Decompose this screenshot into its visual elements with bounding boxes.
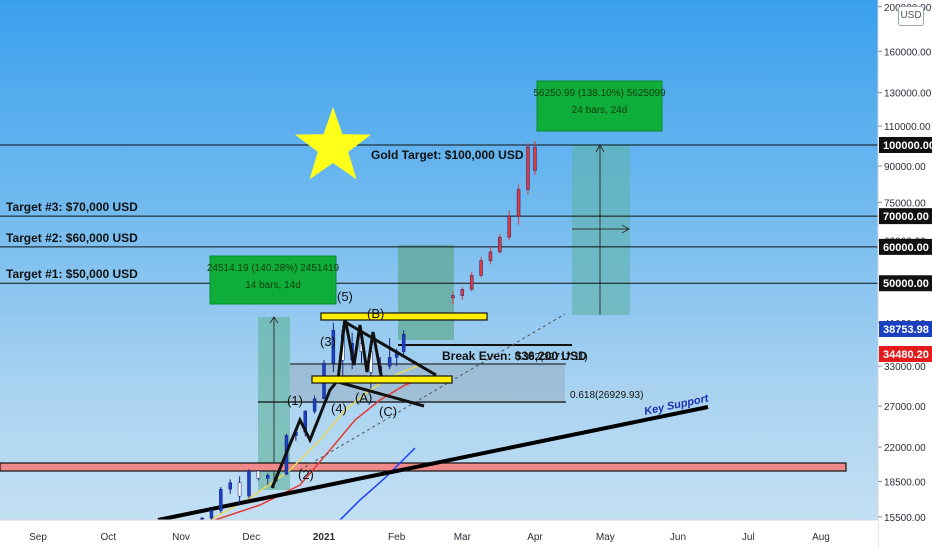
- measure-badge-2-line1: 56250.99 (138.10%) 5625099: [533, 88, 666, 99]
- time-tick-label: 2021: [313, 532, 336, 543]
- measure-badge-2-line2: 24 bars, 24d: [572, 105, 628, 116]
- wedge-bottom: [337, 380, 425, 408]
- price-badge: [879, 275, 932, 292]
- wave-label: (5): [337, 289, 353, 304]
- candle: [507, 215, 511, 238]
- target-label-1: Target #3: $70,000 USD: [6, 200, 138, 214]
- currency-toggle-button[interactable]: USD: [898, 6, 924, 26]
- target-label-3: Target #1: $50,000 USD: [6, 267, 138, 281]
- price-axis-panel: [878, 0, 932, 550]
- key-support-line: [157, 405, 709, 520]
- wave-label: (4): [331, 401, 347, 416]
- candle: [479, 260, 483, 276]
- time-tick-label: Dec: [242, 532, 260, 543]
- measure-arrowhead-1: [269, 316, 279, 324]
- measure-badge-1-line2: 14 bars, 14d: [245, 280, 301, 291]
- candle: [200, 517, 204, 520]
- fib-382-label: 0.382(32717.11): [515, 352, 588, 363]
- price-badge: [879, 321, 932, 337]
- measure-badge-1: 24514.19 (140.28%) 2451419 14 bars, 14d: [207, 255, 340, 305]
- price-tick-label: 33000.00: [884, 362, 926, 373]
- time-tick-label: Jul: [742, 532, 755, 543]
- price-tick-label: 27000.00: [884, 402, 926, 413]
- candle: [312, 398, 317, 412]
- break-even-label: Break Even: $36,200 USD: [442, 349, 587, 363]
- time-tick-label: Jun: [670, 532, 686, 543]
- measure-badge-2-bg: [536, 80, 663, 132]
- target-label-2: Target #2: $60,000 USD: [6, 231, 138, 245]
- price-badge: [879, 346, 932, 362]
- candle: [387, 357, 392, 367]
- candle: [247, 470, 251, 497]
- price-badge-label: 60000.00: [883, 242, 929, 254]
- candle: [533, 146, 537, 171]
- candle: [237, 482, 242, 497]
- price-tick-label: 18500.00: [884, 478, 926, 489]
- price-tick-label: 110000.00: [884, 122, 931, 133]
- ma-red: [214, 375, 431, 520]
- star-icon: [295, 107, 371, 180]
- candle: [219, 488, 223, 511]
- price-tick-label: 130000.00: [884, 89, 932, 100]
- time-axis-panel: [0, 520, 878, 550]
- measure-hline-arrowhead: [621, 224, 631, 234]
- gold-target-label: Gold Target: $100,000 USD: [371, 148, 524, 162]
- price-badge: [879, 137, 932, 153]
- price-tick-label: 15500.00: [884, 513, 926, 524]
- fib-618-label: 0.618(26929.93): [570, 390, 643, 401]
- resistance-bar: [320, 312, 488, 321]
- candle: [401, 334, 406, 352]
- price-badge-label: 38753.98: [883, 324, 929, 336]
- wave-label: (3): [320, 334, 336, 349]
- candle: [488, 251, 493, 261]
- time-tick-label: Feb: [388, 532, 406, 543]
- wave-label: (A): [355, 390, 372, 405]
- support-bar: [311, 375, 453, 384]
- candle: [469, 275, 474, 290]
- wave-label: (C): [379, 404, 397, 419]
- candle: [209, 510, 214, 519]
- candle: [498, 236, 502, 253]
- time-tick-label: May: [596, 532, 615, 543]
- wave-label: (1): [287, 393, 303, 408]
- ma-blue: [338, 447, 416, 520]
- price-badge-label: 50000.00: [883, 278, 929, 290]
- price-tick-label: 90000.00: [884, 162, 926, 173]
- price-badge-label: 100000.00: [883, 140, 932, 152]
- price-badge: [879, 238, 932, 255]
- price-badge-label: 34480.20: [883, 349, 929, 361]
- candle: [265, 474, 270, 479]
- wedge-top: [344, 320, 437, 377]
- wave-label: (2): [298, 467, 314, 482]
- price-badge: [879, 208, 932, 225]
- candle: [451, 295, 455, 298]
- time-tick-label: Mar: [454, 532, 472, 543]
- price-tick-label: 160000.00: [884, 47, 932, 58]
- candle: [526, 146, 530, 190]
- time-tick-label: Oct: [101, 532, 117, 543]
- measure-box-2: [572, 145, 630, 315]
- time-tick-label: Aug: [812, 532, 830, 543]
- time-tick-label: Nov: [172, 532, 190, 543]
- measure-badge-1-bg: [209, 255, 337, 305]
- measure-badge-1-line1: 24514.19 (140.28%) 2451419: [207, 263, 340, 274]
- candle: [331, 330, 336, 364]
- candle: [516, 189, 521, 217]
- price-badge-label: 70000.00: [883, 211, 929, 223]
- time-tick-label: Sep: [29, 532, 47, 543]
- candle: [256, 470, 261, 479]
- measure-badge-2: 56250.99 (138.10%) 5625099 24 bars, 24d: [533, 80, 666, 132]
- price-tick-label: 75000.00: [884, 198, 926, 209]
- candle: [228, 482, 232, 490]
- entry-box: [398, 245, 454, 340]
- time-tick-label: Apr: [527, 532, 543, 543]
- wave-label: (B): [367, 306, 384, 321]
- candle: [460, 289, 465, 296]
- price-tick-label: 22000.00: [884, 443, 926, 454]
